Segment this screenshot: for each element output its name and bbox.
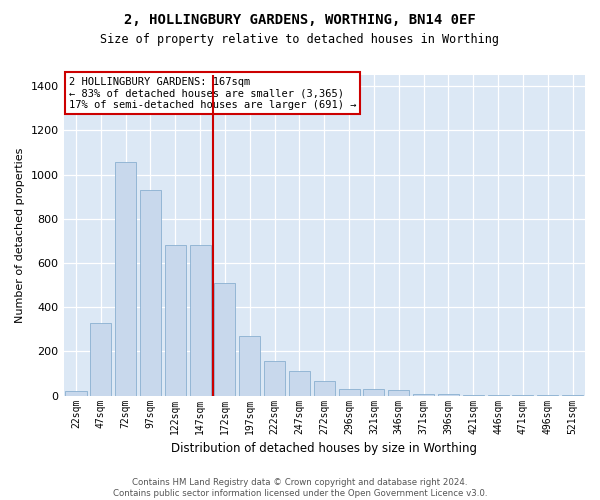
Bar xyxy=(115,162,136,396)
Bar xyxy=(289,372,310,396)
Bar xyxy=(314,382,335,396)
Bar xyxy=(165,246,186,396)
Bar xyxy=(264,362,285,396)
Y-axis label: Number of detached properties: Number of detached properties xyxy=(15,148,25,323)
Bar xyxy=(463,395,484,396)
Bar xyxy=(488,395,509,396)
Bar xyxy=(239,336,260,396)
Bar xyxy=(190,246,211,396)
Bar xyxy=(140,190,161,396)
Bar xyxy=(388,390,409,396)
Bar xyxy=(65,391,86,396)
Text: 2, HOLLINGBURY GARDENS, WORTHING, BN14 0EF: 2, HOLLINGBURY GARDENS, WORTHING, BN14 0… xyxy=(124,12,476,26)
Text: 2 HOLLINGBURY GARDENS: 167sqm
← 83% of detached houses are smaller (3,365)
17% o: 2 HOLLINGBURY GARDENS: 167sqm ← 83% of d… xyxy=(69,76,356,110)
Text: Contains HM Land Registry data © Crown copyright and database right 2024.
Contai: Contains HM Land Registry data © Crown c… xyxy=(113,478,487,498)
Bar xyxy=(214,283,235,396)
Bar xyxy=(338,389,359,396)
Bar xyxy=(438,394,459,396)
Bar xyxy=(90,322,112,396)
Text: Size of property relative to detached houses in Worthing: Size of property relative to detached ho… xyxy=(101,32,499,46)
Bar xyxy=(413,394,434,396)
X-axis label: Distribution of detached houses by size in Worthing: Distribution of detached houses by size … xyxy=(171,442,477,455)
Bar xyxy=(364,389,385,396)
